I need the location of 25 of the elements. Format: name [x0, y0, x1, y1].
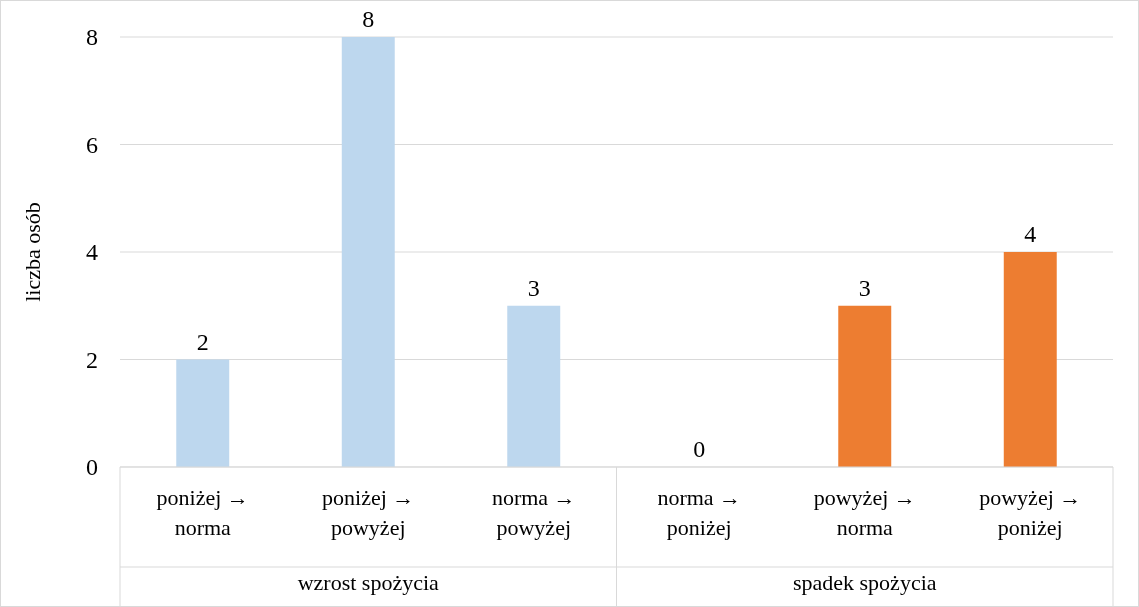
x-tick-label: powyżej → norma — [813, 485, 916, 540]
data-label: 2 — [196, 328, 209, 355]
bar — [507, 305, 561, 467]
bar — [176, 359, 230, 467]
y-tick-label: 8 — [86, 24, 98, 51]
data-label: 3 — [858, 274, 871, 301]
x-tick-label: poniżej → norma — [156, 485, 249, 540]
x-tick-label: poniżej → powyżej — [322, 485, 415, 540]
y-tick-label: 6 — [86, 131, 98, 158]
data-label: 4 — [1024, 221, 1037, 247]
text: spadek spożycia — [792, 570, 937, 595]
y-axis-title: liczba osób — [20, 202, 45, 302]
x-tick-label: powyżej → poniżej — [979, 485, 1082, 540]
data-label: 8 — [362, 6, 375, 32]
y-tick-label: 2 — [86, 346, 98, 373]
y-tick-label: 0 — [86, 454, 98, 481]
data-label: 3 — [527, 274, 540, 301]
x-tick-label: norma → powyżej — [491, 485, 576, 540]
y-tick-label: 4 — [86, 239, 98, 266]
bar — [838, 305, 892, 467]
bar — [341, 37, 395, 467]
bar — [1003, 252, 1057, 467]
text: wzrost spożycia — [297, 570, 440, 595]
data-label: 0 — [693, 436, 706, 462]
x-tick-label: norma → poniżej — [657, 485, 742, 540]
